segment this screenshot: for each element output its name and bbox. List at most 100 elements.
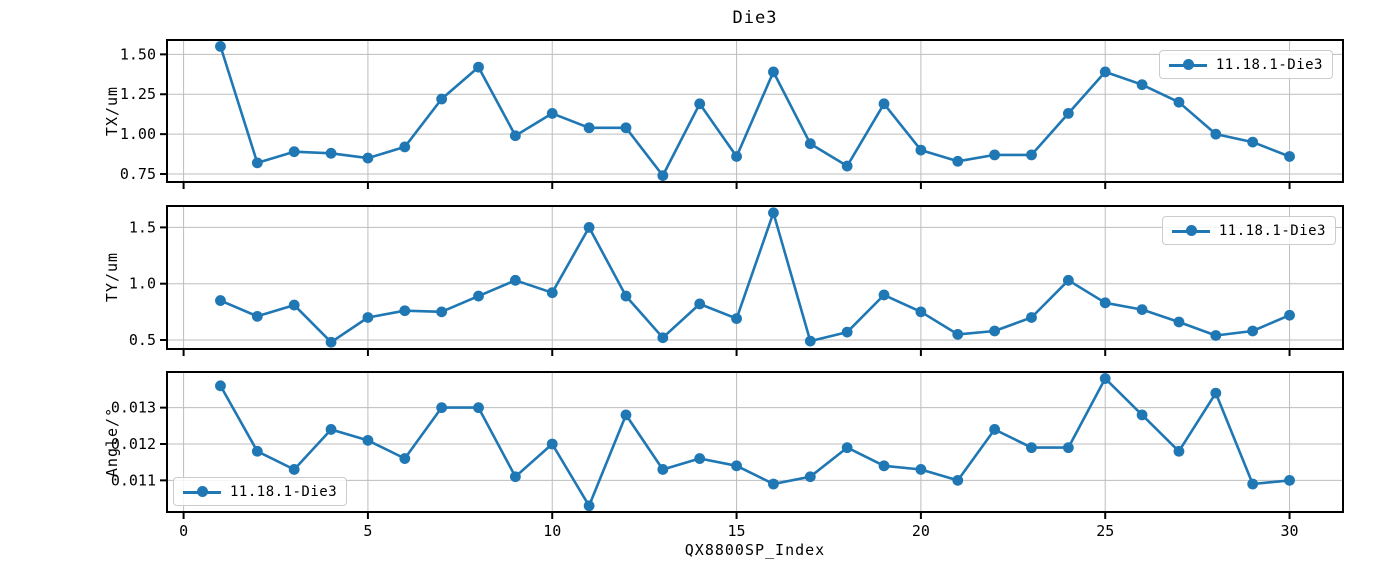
subplot-angle: 0 5 10 15 20 25 30 0.011 0.012 0.013	[111, 371, 1344, 540]
y-axis-label-angle: Angle/°	[103, 406, 121, 478]
data-point	[989, 424, 1001, 435]
data-point	[325, 336, 337, 348]
data-point	[509, 471, 521, 483]
y-tick-label: 1.0	[129, 275, 156, 293]
data-point	[583, 221, 595, 233]
data-point	[1210, 387, 1222, 399]
data-point	[1173, 316, 1185, 328]
data-point	[288, 146, 300, 158]
data-point	[804, 138, 816, 150]
data-point	[583, 122, 595, 134]
data-point	[1284, 151, 1295, 162]
series-line-ty	[219, 211, 1291, 344]
data-point	[620, 290, 632, 302]
data-point	[399, 453, 411, 464]
data-point	[215, 380, 226, 392]
data-point	[620, 409, 632, 421]
data-point	[362, 434, 374, 446]
data-point	[1247, 136, 1259, 148]
data-point	[731, 151, 742, 162]
data-point	[878, 460, 890, 472]
data-point	[362, 312, 374, 323]
x-axis-label: QX8800SP_Index	[684, 541, 826, 559]
data-point	[952, 155, 964, 167]
legend-ty: 11.18.1-Die3	[1161, 216, 1336, 245]
subplot-tx: 0.75 1.00 1.25 1.50	[120, 39, 1344, 189]
data-point	[841, 442, 853, 454]
data-point	[251, 157, 263, 169]
data-point	[1284, 309, 1295, 321]
legend-line-marker-icon	[1171, 224, 1210, 237]
chart-title: Die3	[732, 8, 778, 28]
data-point	[288, 464, 300, 475]
data-point	[1062, 442, 1074, 454]
data-point	[1173, 96, 1185, 108]
x-tick-label: 0	[179, 522, 188, 540]
data-point	[878, 98, 890, 110]
x-tick-label: 10	[543, 522, 561, 540]
y-tick-label: 0.013	[111, 399, 156, 417]
y-tick-label: 0.75	[120, 165, 156, 183]
data-point	[768, 478, 779, 490]
data-point	[399, 305, 411, 317]
data-point	[1062, 274, 1074, 286]
data-point	[436, 306, 448, 318]
data-point	[215, 40, 226, 52]
data-point	[989, 325, 1001, 337]
data-point	[878, 289, 890, 301]
data-point	[1099, 297, 1111, 309]
data-point	[473, 61, 484, 73]
x-tick-label: 25	[1096, 522, 1114, 540]
data-point	[1062, 107, 1074, 119]
data-point	[436, 402, 448, 414]
data-point	[1284, 474, 1295, 486]
data-point	[804, 335, 816, 347]
x-tick-label: 15	[728, 522, 746, 540]
data-point	[1247, 325, 1259, 337]
data-point	[1026, 312, 1037, 323]
data-point	[1136, 79, 1148, 91]
series-line-angle	[219, 377, 1291, 508]
data-point	[841, 326, 853, 338]
data-point	[509, 130, 521, 142]
data-point	[768, 66, 779, 78]
data-point	[473, 402, 484, 414]
data-point	[694, 453, 706, 464]
y-tick-label: 1.50	[120, 45, 156, 63]
series-line-tx	[219, 45, 1291, 177]
data-point	[251, 310, 263, 322]
data-point	[1026, 149, 1037, 161]
data-point	[362, 152, 374, 164]
data-point	[731, 313, 742, 324]
legend-label: 11.18.1-Die3	[230, 483, 338, 500]
data-point	[841, 160, 853, 172]
data-point	[989, 149, 1001, 161]
legend-angle: 11.18.1-Die3	[173, 477, 348, 506]
y-tick-label: 0.011	[111, 471, 156, 489]
subplot-ty: 0.5 1.0 1.5	[129, 205, 1344, 356]
data-point	[509, 274, 521, 286]
data-point	[768, 207, 779, 219]
data-point	[731, 460, 742, 472]
x-tick-label: 5	[363, 522, 372, 540]
data-point	[694, 98, 706, 110]
legend-line-marker-icon	[1168, 58, 1207, 71]
data-point	[288, 299, 300, 311]
legend-label: 11.18.1-Die3	[1215, 56, 1323, 73]
data-point	[915, 464, 927, 475]
data-point	[915, 144, 927, 156]
data-point	[1210, 128, 1222, 140]
axes-border	[166, 371, 1344, 513]
axes-border	[166, 39, 1344, 183]
y-tick-label: 1.25	[120, 85, 156, 103]
y-tick-label: 0.012	[111, 435, 156, 453]
data-point	[694, 298, 706, 310]
data-point	[1099, 66, 1111, 78]
data-point	[657, 170, 669, 182]
data-point	[546, 107, 558, 119]
legend-tx: 11.18.1-Die3	[1158, 50, 1333, 79]
data-point	[952, 474, 964, 486]
y-tick-label: 1.5	[129, 218, 156, 236]
data-point	[1136, 409, 1148, 421]
